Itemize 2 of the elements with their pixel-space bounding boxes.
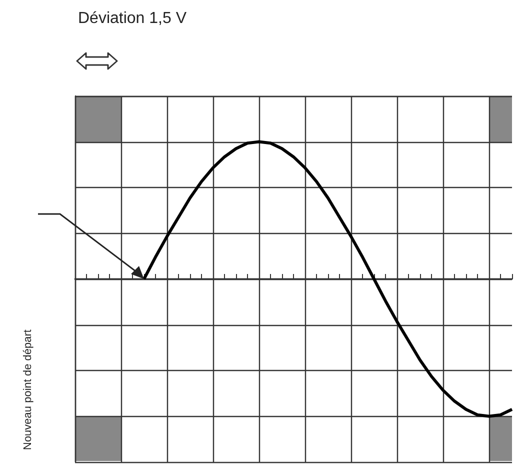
text: Déviation 1,5 V: [78, 10, 187, 28]
text: Nouveau point de départ: [22, 330, 34, 450]
